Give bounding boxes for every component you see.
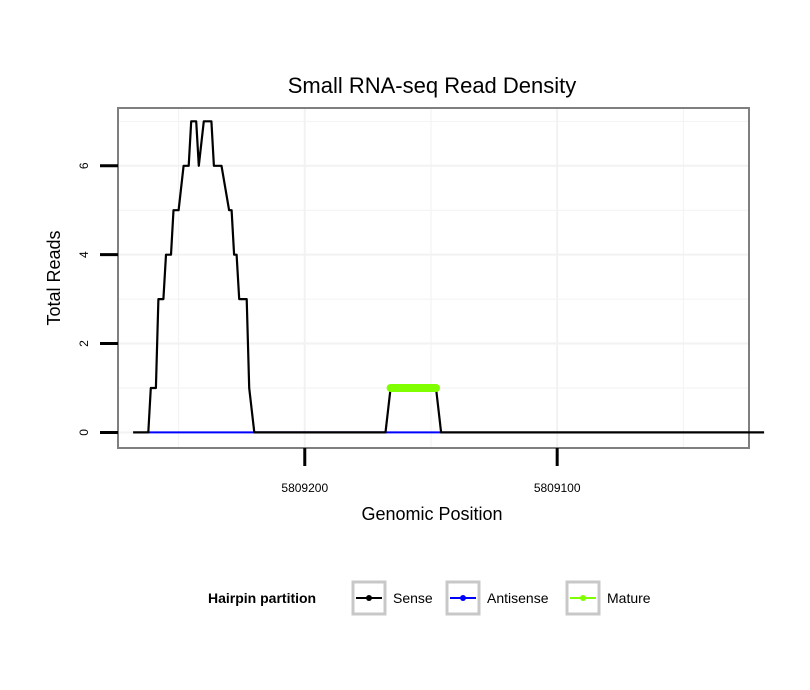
x-tick-label: 5809100	[534, 481, 581, 495]
legend-entry-sense: Sense	[351, 580, 433, 616]
chart-title: Small RNA-seq Read Density	[288, 73, 577, 98]
grid-lines	[119, 109, 748, 447]
x-tick-label: 5809200	[281, 481, 328, 495]
legend: Hairpin partition Sense Antisense Mature	[208, 580, 651, 616]
legend-entry-mature: Mature	[565, 580, 651, 616]
legend-key-dot-mature	[580, 595, 586, 601]
legend-label-mature: Mature	[607, 590, 651, 606]
series-line-sense	[133, 120, 765, 434]
y-tick-label: 4	[77, 251, 91, 258]
legend-key-dot-sense	[366, 595, 372, 601]
legend-label-sense: Sense	[393, 590, 433, 606]
legend-title: Hairpin partition	[208, 590, 316, 606]
y-axis-title: Total Reads	[44, 230, 64, 325]
legend-key-dot-antisense	[460, 595, 466, 601]
series-layer	[133, 120, 765, 434]
y-tick-label: 0	[77, 429, 91, 436]
x-axis-title: Genomic Position	[361, 504, 502, 524]
legend-entry-antisense: Antisense	[445, 580, 549, 616]
legend-label-antisense: Antisense	[487, 590, 549, 606]
y-tick-label: 6	[77, 162, 91, 169]
x-axis: 5809200 5809100	[281, 448, 581, 495]
y-axis: 0 2 4 6	[77, 162, 118, 436]
y-tick-label: 2	[77, 340, 91, 347]
